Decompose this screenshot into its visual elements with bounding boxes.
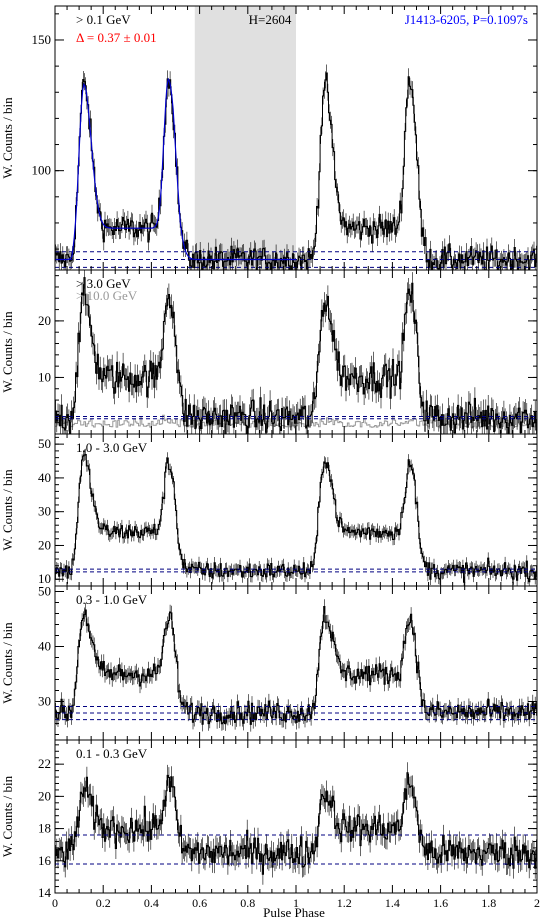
y-tick-label: 150 bbox=[32, 32, 52, 47]
x-tick-label: 1.6 bbox=[433, 896, 448, 910]
y-axis-label: W. Counts / bin bbox=[0, 469, 15, 551]
data-histogram bbox=[55, 454, 537, 583]
x-tick-label: 0.4 bbox=[144, 896, 159, 910]
energy-label-secondary: > 10.0 GeV bbox=[76, 288, 138, 303]
off-pulse-region bbox=[194, 6, 296, 270]
panel-frame bbox=[54, 739, 538, 894]
x-tick-label: 1.8 bbox=[481, 896, 496, 910]
energy-label: 1.0 - 3.0 GeV bbox=[76, 440, 148, 455]
y-tick-label: 40 bbox=[38, 470, 51, 485]
y-tick-label: 30 bbox=[38, 504, 51, 519]
x-tick-label: 0.6 bbox=[192, 896, 207, 910]
x-axis-label: Pulse Phase bbox=[263, 905, 325, 920]
x-tick-label: 2 bbox=[534, 896, 540, 910]
energy-label: 0.1 - 0.3 GeV bbox=[76, 746, 148, 761]
y-tick-label: 50 bbox=[38, 436, 51, 451]
error-bars bbox=[55, 762, 537, 885]
y-axis-label: W. Counts / bin bbox=[0, 775, 15, 857]
energy-label: > 3.0 GeV bbox=[76, 276, 131, 291]
energy-label: 0.3 - 1.0 GeV bbox=[76, 592, 148, 607]
x-tick-label: 1.4 bbox=[385, 896, 400, 910]
energy-label: > 0.1 GeV bbox=[76, 12, 131, 27]
x-tick-label: 1.2 bbox=[337, 896, 352, 910]
y-axis-label: W. Counts / bin bbox=[0, 622, 15, 704]
panel-third: 10 20 30 40 50 W. Counts / bin 1.0 - 3.0 GeV bbox=[0, 433, 538, 587]
error-bars bbox=[55, 448, 537, 586]
y-tick-label: 18 bbox=[38, 821, 51, 836]
y-tick-label: 20 bbox=[38, 313, 51, 328]
y-tick-label: 10 bbox=[38, 369, 51, 384]
pulsar-label: J1413-6205, P=0.1097s bbox=[405, 12, 528, 27]
panel-second: 10 20 W. Counts / bin > 3.0 GeV> 10.0 GeV bbox=[0, 269, 538, 435]
x-tick-label: 0.8 bbox=[240, 896, 255, 910]
y-axis-label: W. Counts / bin bbox=[0, 311, 15, 393]
y-tick-label: 10 bbox=[38, 571, 51, 586]
x-tick-label: 0.2 bbox=[96, 896, 111, 910]
panel-fourth: 30 40 50 W. Counts / bin 0.3 - 1.0 GeV bbox=[0, 584, 538, 741]
y-tick-label: 22 bbox=[38, 756, 51, 771]
y-axis-label: W. Counts / bin bbox=[0, 97, 15, 179]
y-tick-label: 20 bbox=[38, 537, 51, 552]
y-tick-label: 40 bbox=[38, 639, 51, 654]
y-tick-label: 14 bbox=[38, 885, 52, 900]
data-histogram bbox=[55, 277, 537, 435]
x-tick-label: 1 bbox=[293, 896, 299, 910]
x-tick-label: 0 bbox=[52, 896, 58, 910]
y-tick-label: 50 bbox=[38, 584, 51, 599]
delta-label: Δ = 0.37 ± 0.01 bbox=[76, 30, 157, 45]
panel-frame bbox=[54, 433, 538, 587]
panel-bottom: 0 0.2 0.4 0.6 0.8 1 1.2 1.4 1.6 1.8 2 14 16 18 20 22 W. … bbox=[0, 739, 540, 910]
h-test-label: H=2604 bbox=[249, 12, 292, 27]
panel-top: 100 150 W. Counts / bin > 0.1 GeV Δ = 0.37 ±… bbox=[0, 5, 538, 271]
profile-fit-curve bbox=[55, 77, 296, 261]
y-tick-label: 16 bbox=[38, 853, 52, 868]
y-tick-label: 100 bbox=[32, 163, 52, 178]
y-tick-label: 30 bbox=[38, 694, 51, 709]
data-histogram bbox=[55, 606, 537, 725]
y-tick-label: 20 bbox=[38, 788, 51, 803]
data-histogram bbox=[55, 772, 537, 875]
